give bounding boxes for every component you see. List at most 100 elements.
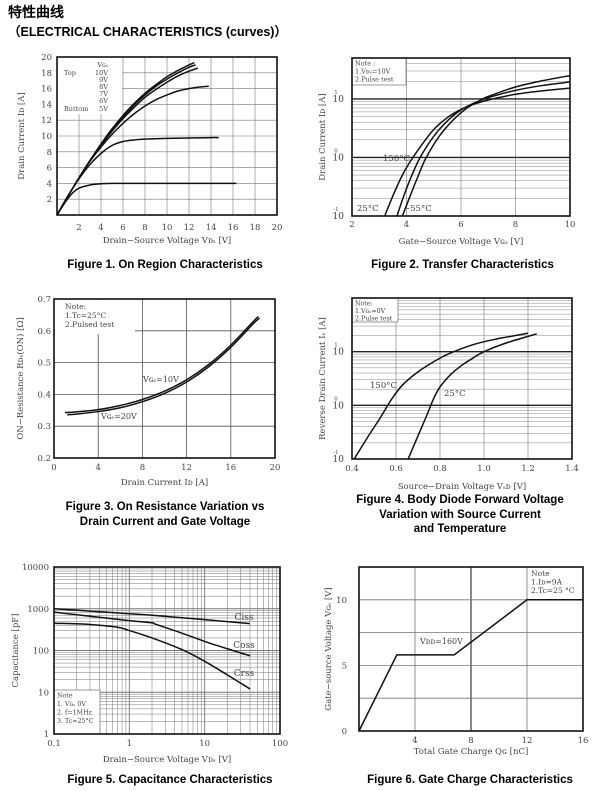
fig6-ylabel: Gate−source Voltage Vɢₛ [V] bbox=[324, 587, 334, 710]
fig1-plot-frame bbox=[56, 56, 278, 216]
fig1-xtick-8: 18 bbox=[250, 223, 261, 233]
fig1-legend-bottom: Buttom bbox=[64, 105, 88, 113]
fig4-caption-line1: Figure 4. Body Diode Forward Voltage bbox=[356, 494, 564, 506]
fig5-label-crss: Crss bbox=[234, 669, 255, 679]
fig6-note-line-1: 1.Iᴅ=9A bbox=[531, 578, 563, 587]
fig1-ytick-0: 2 bbox=[47, 195, 52, 205]
fig1-legend-bg bbox=[58, 58, 122, 114]
fig5-ytick-4: 10000 bbox=[22, 563, 49, 573]
fig3-chart: 0 4 8 12 16 20 0.2 0.3 0.4 0.5 0.6 0.7 Drain Current… bbox=[15, 295, 280, 488]
fig3-plot-frame bbox=[53, 298, 276, 459]
fig6-note-bg bbox=[528, 568, 582, 599]
fig1-legend-6V: 6V bbox=[99, 97, 108, 105]
fig2-ytick-2: 10 bbox=[333, 95, 345, 105]
fig2-ylabel: Drain Current Iᴅ [A] bbox=[318, 93, 328, 180]
fig1-ytick-8: 18 bbox=[41, 69, 52, 79]
fig3-caption: Figure 3. On Resistance Variation vs Dra… bbox=[30, 500, 300, 529]
fig1-xtick-7: 16 bbox=[228, 223, 239, 233]
fig1-ytick-7: 16 bbox=[41, 85, 52, 95]
fig2-note-line-1: 1.Vᴅₛ=10V bbox=[355, 68, 391, 76]
fig3-caption-line2: Drain Current and Gate Voltage bbox=[79, 515, 251, 528]
fig4-ytick-0: 10 bbox=[333, 455, 345, 465]
page-title-cn: 特性曲线 bbox=[8, 5, 64, 21]
fig3-note-line-2: 2.Pulsed test bbox=[65, 320, 114, 329]
fig3-note-line-1: 1.Tc=25°C bbox=[65, 311, 106, 320]
fig5-note-box bbox=[53, 689, 101, 735]
fig5-series-1 bbox=[53, 611, 251, 657]
fig5-xtick-3: 100 bbox=[272, 739, 288, 749]
fig3-note-line-0: Note: bbox=[65, 302, 86, 311]
fig5-caption: Figure 5. Capacitance Characteristics bbox=[67, 774, 273, 786]
fig6-plot-frame bbox=[358, 566, 584, 732]
fig1-xtick-5: 12 bbox=[184, 223, 195, 233]
fig5-note-line-0: Note bbox=[57, 692, 73, 699]
fig3-ytick-1: 0.3 bbox=[37, 422, 51, 432]
fig4-ytick-2: 10 bbox=[333, 348, 345, 358]
fig1-series-4 bbox=[56, 136, 219, 216]
fig3-ytick-5: 0.7 bbox=[37, 295, 51, 305]
fig3-ytick-2: 0.4 bbox=[37, 390, 51, 400]
fig1-ylabel: Drain Current Iᴅ [A] bbox=[17, 92, 27, 179]
fig1-series-3 bbox=[56, 85, 209, 216]
fig3-ytick-4: 0.6 bbox=[37, 327, 51, 337]
fig4-ytick-1-exp: 0 bbox=[334, 396, 338, 402]
fig2-series-2 bbox=[401, 74, 571, 217]
fig2-label-150c: 150°C bbox=[383, 154, 410, 164]
fig5-xtick-2: 10 bbox=[199, 739, 210, 749]
fig3-xtick-2: 8 bbox=[140, 463, 145, 473]
fig5-ytick-2: 100 bbox=[33, 647, 49, 657]
fig5-note-line-2: 2. f=1MHz bbox=[57, 709, 93, 716]
fig1-legend-5v: 5V bbox=[99, 105, 108, 113]
fig4-label-25c: 25°C bbox=[444, 389, 466, 399]
fig2-series-0 bbox=[384, 87, 571, 217]
fig4-caption: Figure 4. Body Diode Forward Voltage Var… bbox=[320, 493, 600, 537]
fig4-ytick-0-exp: -1 bbox=[333, 450, 338, 456]
fig1-xtick-4: 10 bbox=[162, 223, 173, 233]
fig4-ytick-1: 10 bbox=[333, 401, 345, 411]
fig2-ytick-1: 10 bbox=[333, 153, 345, 163]
fig1-xtick-0: 2 bbox=[76, 223, 81, 233]
fig4-xtick-4: 1.2 bbox=[521, 464, 535, 474]
fig1-xtick-9: 20 bbox=[272, 223, 283, 233]
fig2-label-25c: 25°C bbox=[357, 204, 379, 214]
fig3-ytick-0: 0.2 bbox=[37, 454, 51, 464]
fig6-caption: Figure 6. Gate Charge Characteristics bbox=[367, 774, 573, 786]
fig4-label-150c: 150°C bbox=[370, 381, 397, 391]
fig5-label-ciss: Ciss bbox=[234, 613, 253, 623]
fig2-plot-frame bbox=[351, 57, 571, 217]
fig3-xtick-4: 16 bbox=[225, 463, 236, 473]
fig3-ytick-3: 0.5 bbox=[37, 359, 51, 369]
fig3-xtick-3: 12 bbox=[181, 463, 192, 473]
fig4-note-line-2: 2.Pulse test bbox=[355, 315, 393, 322]
fig2-ytick-1-exp: 0 bbox=[334, 148, 338, 154]
fig4-note-line-1: 1.Vɢₛ=0V bbox=[355, 308, 386, 315]
fig5-series-2 bbox=[53, 622, 251, 690]
fig3-series-1 bbox=[67, 317, 261, 416]
fig5-ytick-0: 1 bbox=[44, 730, 49, 740]
page-title-en: （ELECTRICAL CHARACTERISTICS (curves)） bbox=[8, 25, 287, 39]
fig3-label-vgs20: Vɢₛ=20V bbox=[100, 412, 137, 421]
fig5-xlabel: Drain−Source Voltage Vᴅₛ [V] bbox=[103, 755, 232, 765]
fig1-legend-top: Top bbox=[64, 69, 76, 77]
fig6-label-vdd: Vᴅᴅ=160V bbox=[419, 637, 463, 646]
fig4-xlabel: Source−Drain Voltage Vₛᴅ [V] bbox=[398, 482, 527, 492]
fig2-xtick-0: 2 bbox=[349, 220, 354, 230]
fig5-xtick-0: 0.1 bbox=[47, 739, 61, 749]
fig1-ytick-9: 20 bbox=[41, 53, 52, 63]
fig2-label-m55c: −55°C bbox=[403, 204, 432, 214]
fig3-series-0 bbox=[65, 315, 259, 414]
fig1-caption: Figure 1. On Region Characteristics bbox=[67, 259, 263, 271]
fig6-chart: 4 8 12 16 0 5 10 Total Gate Charge Qɢ [nC] Gate−… bbox=[324, 566, 588, 757]
fig4-xtick-5: 1.4 bbox=[565, 464, 579, 474]
fig6-note-line-0: Note bbox=[531, 569, 550, 578]
fig1-xtick-6: 14 bbox=[206, 223, 217, 233]
fig2-note-line-0: Note : bbox=[355, 60, 375, 68]
fig5-ytick-3: 1000 bbox=[27, 605, 49, 615]
fig3-xtick-5: 20 bbox=[270, 463, 281, 473]
fig5-ytick-1: 10 bbox=[38, 688, 49, 698]
fig1-xtick-2: 6 bbox=[120, 223, 125, 233]
fig3-xlabel: Drain Current Iᴅ [A] bbox=[121, 478, 208, 488]
fig5-ylabel: Capacitance [pF] bbox=[11, 614, 21, 688]
